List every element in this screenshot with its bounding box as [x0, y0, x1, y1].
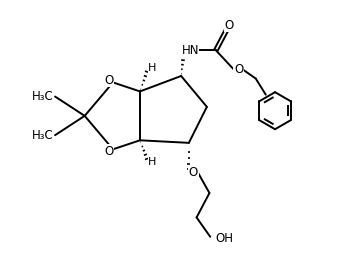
Text: OH: OH	[216, 232, 234, 245]
Text: O: O	[105, 74, 114, 87]
Text: O: O	[234, 63, 243, 76]
Text: O: O	[189, 166, 198, 179]
Text: H₃C: H₃C	[32, 129, 54, 142]
Text: H: H	[148, 157, 157, 167]
Text: O: O	[224, 18, 233, 31]
Text: H: H	[148, 63, 157, 73]
Text: HN: HN	[181, 44, 199, 57]
Text: O: O	[105, 145, 114, 158]
Text: H₃C: H₃C	[32, 90, 54, 103]
